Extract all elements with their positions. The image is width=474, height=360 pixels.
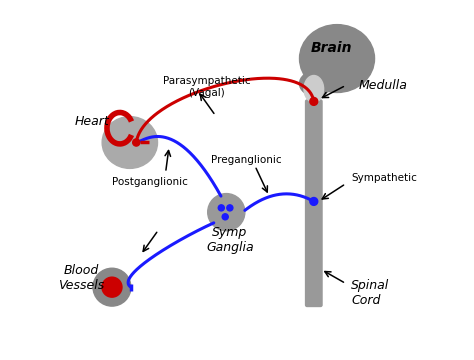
Text: Preganglionic: Preganglionic [210,156,281,165]
Circle shape [208,194,245,231]
Ellipse shape [304,76,324,102]
Circle shape [227,205,233,211]
Circle shape [310,98,318,105]
Ellipse shape [300,24,374,93]
Circle shape [93,268,131,306]
Circle shape [222,214,228,220]
Text: Parasympathetic
(Vagal): Parasympathetic (Vagal) [163,76,250,98]
Ellipse shape [300,71,332,96]
Text: Spinal
Cord: Spinal Cord [351,279,390,306]
Text: Postganglionic: Postganglionic [111,177,187,187]
Circle shape [133,139,140,146]
Circle shape [310,198,318,205]
Text: Sympathetic: Sympathetic [351,173,417,183]
Text: Blood
Vessels: Blood Vessels [58,264,105,292]
Text: Brain: Brain [311,41,352,55]
Ellipse shape [102,117,157,168]
FancyBboxPatch shape [305,99,323,307]
Text: Heart: Heart [75,114,109,127]
Circle shape [102,277,122,297]
Circle shape [218,205,224,211]
Text: Symp
Ganglia: Symp Ganglia [206,226,254,254]
Text: Medulla: Medulla [358,79,407,92]
